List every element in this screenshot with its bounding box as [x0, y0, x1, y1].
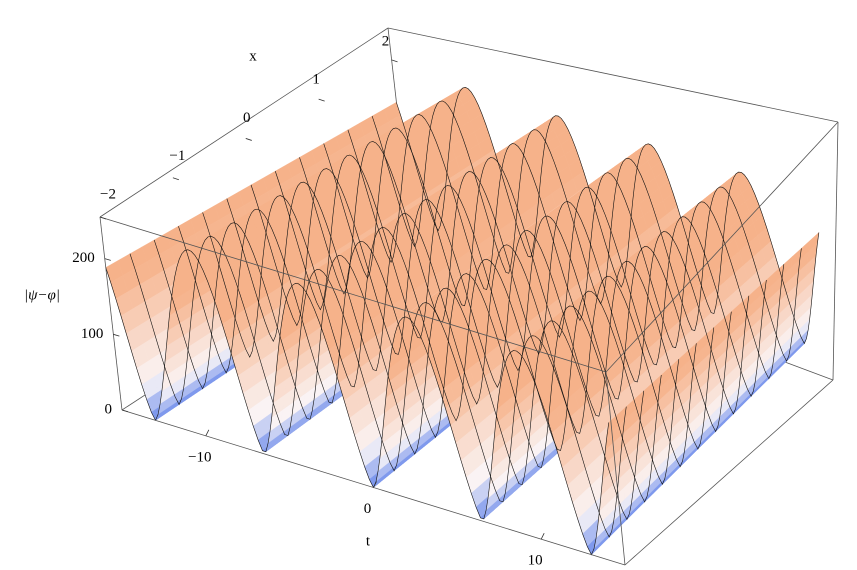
t-tick-label: −10	[188, 449, 211, 465]
box-edge	[387, 27, 839, 123]
x-tick-label: −1	[169, 148, 185, 164]
t-tick-label: 0	[364, 501, 372, 517]
x-tick	[172, 177, 180, 181]
z-tick	[104, 258, 111, 261]
mesh-line	[129, 235, 627, 538]
mesh-line	[178, 208, 662, 503]
mesh-line	[153, 222, 645, 521]
box-edge	[99, 27, 389, 218]
t-axis-label: t	[366, 533, 371, 549]
mesh-line	[396, 87, 820, 345]
z-tick-label: 100	[81, 326, 104, 342]
x-tick-label: 0	[243, 110, 251, 126]
x-tick	[99, 216, 107, 220]
x-tick-label: −2	[100, 186, 116, 202]
t-tick-label: 10	[528, 553, 543, 569]
box-edge	[99, 216, 123, 411]
box-edge	[605, 121, 839, 373]
mesh-line	[274, 154, 732, 433]
t-tick	[205, 429, 210, 437]
mesh-line	[202, 195, 680, 485]
x-tick	[318, 98, 325, 102]
t-tick	[373, 481, 377, 488]
box-edge	[99, 216, 607, 373]
x-axis-label: x	[249, 48, 257, 64]
z-tick-label: 0	[105, 401, 113, 417]
x-tick	[391, 59, 398, 63]
x-tick-label: 2	[382, 33, 390, 49]
box-edge	[624, 379, 834, 566]
z-tick-label: 200	[72, 250, 95, 266]
box-edge	[832, 121, 839, 381]
x-tick	[245, 138, 252, 141]
mesh-line	[299, 141, 750, 415]
z-tick	[121, 409, 129, 413]
t-tick	[540, 532, 545, 540]
mesh-line	[226, 181, 697, 468]
mesh-line	[371, 100, 802, 362]
z-axis-label: |ψ−φ|	[24, 287, 60, 303]
x-tick-label: 1	[312, 72, 320, 88]
mesh-line	[250, 168, 715, 450]
surface	[105, 87, 820, 556]
box-edge	[605, 371, 626, 566]
z-tick	[113, 333, 120, 337]
mesh-line	[347, 114, 785, 380]
mesh-line	[323, 127, 767, 398]
